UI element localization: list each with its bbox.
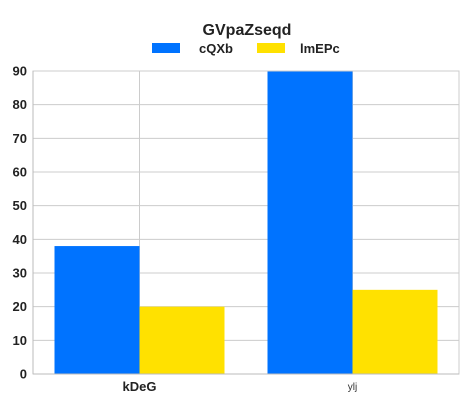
x-tick-label: ylj — [348, 382, 357, 393]
bar-lmepc-ylj — [352, 289, 438, 374]
bars — [54, 71, 438, 374]
legend-swatch-lmepc — [257, 43, 285, 53]
y-tick-label: 30 — [13, 266, 27, 281]
chart-title: GVpaZseqd — [203, 22, 292, 39]
y-tick-label: 0 — [20, 367, 27, 382]
y-tick-label: 80 — [13, 97, 27, 112]
axes: 0 10 20 30 40 50 60 70 80 90 kDeG ylj — [13, 64, 460, 394]
y-tick-label: 50 — [13, 198, 27, 213]
bar-cqxb-ylj — [267, 71, 353, 374]
y-tick-label: 10 — [13, 333, 27, 348]
bar-cqxb-kdeg — [54, 246, 140, 374]
y-tick-label: 40 — [13, 232, 27, 247]
legend-swatch-cqxb — [152, 43, 180, 53]
y-tick-label: 60 — [13, 165, 27, 180]
y-tick-label: 90 — [13, 64, 27, 79]
bar-lmepc-kdeg — [139, 306, 225, 374]
legend-label-lmepc: lmEPc — [300, 41, 340, 56]
legend-label-cqxb: cQXb — [199, 41, 233, 56]
x-tick-label: kDeG — [123, 379, 157, 394]
y-tick-label: 20 — [13, 299, 27, 314]
y-tick-label: 70 — [13, 131, 27, 146]
legend: cQXb lmEPc — [152, 41, 340, 56]
